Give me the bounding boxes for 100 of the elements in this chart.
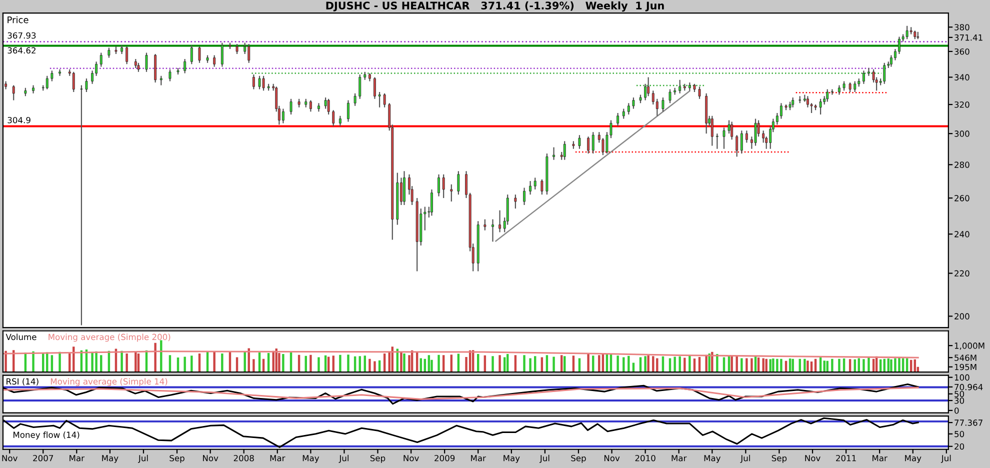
bar <box>806 360 809 372</box>
bar <box>95 351 98 372</box>
candlestick <box>492 218 494 242</box>
bar <box>310 354 312 372</box>
candlestick <box>830 88 834 96</box>
x-tick-label: Nov <box>604 455 620 462</box>
candlestick <box>338 115 342 127</box>
x-tick-label: May <box>302 455 320 463</box>
bar <box>746 358 748 372</box>
candlestick <box>529 180 532 196</box>
y-tick-label: 1,000M <box>954 342 984 350</box>
x-tick-label: Nov <box>404 455 419 462</box>
bar <box>252 359 255 372</box>
candlestick <box>578 134 581 150</box>
y-tick-label: 200 <box>954 313 970 320</box>
bar <box>134 352 137 372</box>
candlestick <box>898 36 900 55</box>
bar <box>120 350 123 372</box>
candlestick <box>80 84 83 326</box>
candlestick <box>627 102 630 116</box>
series-label: RSI (14) <box>6 378 38 386</box>
bar <box>400 352 402 372</box>
candlestick <box>722 127 726 150</box>
bar <box>688 356 691 372</box>
bar <box>740 358 743 372</box>
bar <box>684 358 686 372</box>
bar <box>278 352 280 372</box>
bar <box>368 358 371 372</box>
x-tick-label: Jul <box>138 454 148 463</box>
bar <box>780 358 782 372</box>
candlestick <box>58 68 61 76</box>
bar <box>772 358 774 372</box>
x-tick-label: Jul <box>539 454 550 463</box>
candlestick <box>854 80 856 93</box>
candlestick <box>668 88 672 104</box>
x-tick-label: Nov <box>805 455 820 462</box>
candlestick <box>309 100 312 112</box>
y-tick-label: 280 <box>954 162 970 168</box>
y-tick-label: 371.41 <box>954 34 982 41</box>
candlestick <box>498 210 501 233</box>
x-tick-label: Nov <box>2 455 18 462</box>
bar <box>126 354 128 372</box>
bar <box>716 354 718 372</box>
candlestick <box>883 62 886 84</box>
candlestick <box>906 25 908 40</box>
bar <box>213 352 216 372</box>
x-tick-label: 2011 <box>836 454 856 462</box>
bar <box>403 354 406 372</box>
candlestick <box>740 130 743 154</box>
bar <box>282 354 284 372</box>
bar <box>750 358 753 372</box>
candlestick <box>258 75 261 90</box>
candlestick <box>868 67 870 76</box>
bar <box>32 351 34 372</box>
candlestick <box>534 177 536 190</box>
bar <box>894 358 896 372</box>
candlestick <box>198 46 201 64</box>
candlestick <box>383 92 386 108</box>
candlestick <box>282 108 284 124</box>
candlestick <box>806 96 809 108</box>
candlestick <box>838 84 840 96</box>
bar <box>678 356 681 372</box>
x-tick-label: May <box>102 455 118 463</box>
candlestick <box>85 78 88 93</box>
y-tick-label: 240 <box>954 231 970 238</box>
x-tick-label: Nov <box>203 455 218 462</box>
bar <box>862 359 865 372</box>
bar <box>616 356 619 372</box>
x-tick-label: Sep <box>571 454 586 463</box>
candlestick <box>438 174 440 197</box>
candlestick <box>552 146 555 160</box>
candlestick <box>378 91 381 108</box>
candlestick <box>290 98 292 116</box>
candlestick <box>430 188 433 216</box>
candlestick <box>358 74 362 100</box>
y-tick-label: 77.367 <box>954 420 982 426</box>
y-tick-label: 300 <box>954 130 970 137</box>
y-tick-label: 20 <box>954 443 964 450</box>
candlestick <box>190 44 193 65</box>
series-label: Money flow (14) <box>14 431 80 440</box>
candlestick <box>602 138 604 156</box>
series-label: Volume <box>6 334 36 340</box>
candlestick <box>354 92 356 106</box>
x-tick-label: Mar <box>872 455 888 462</box>
candlestick <box>168 68 172 82</box>
candlestick <box>213 54 216 68</box>
bar <box>647 355 650 372</box>
candlestick <box>540 178 544 196</box>
candlestick <box>72 71 75 93</box>
chart-subtitle: Price <box>8 16 28 24</box>
bar <box>529 358 532 372</box>
candlestick <box>716 133 718 150</box>
bar <box>4 350 7 372</box>
ref-line-label: 367.93 <box>8 32 36 39</box>
bar <box>890 359 892 372</box>
bar <box>730 355 733 372</box>
bar <box>587 354 590 372</box>
candlestick <box>450 184 453 202</box>
candlestick <box>826 88 829 102</box>
candlestick <box>236 43 238 55</box>
